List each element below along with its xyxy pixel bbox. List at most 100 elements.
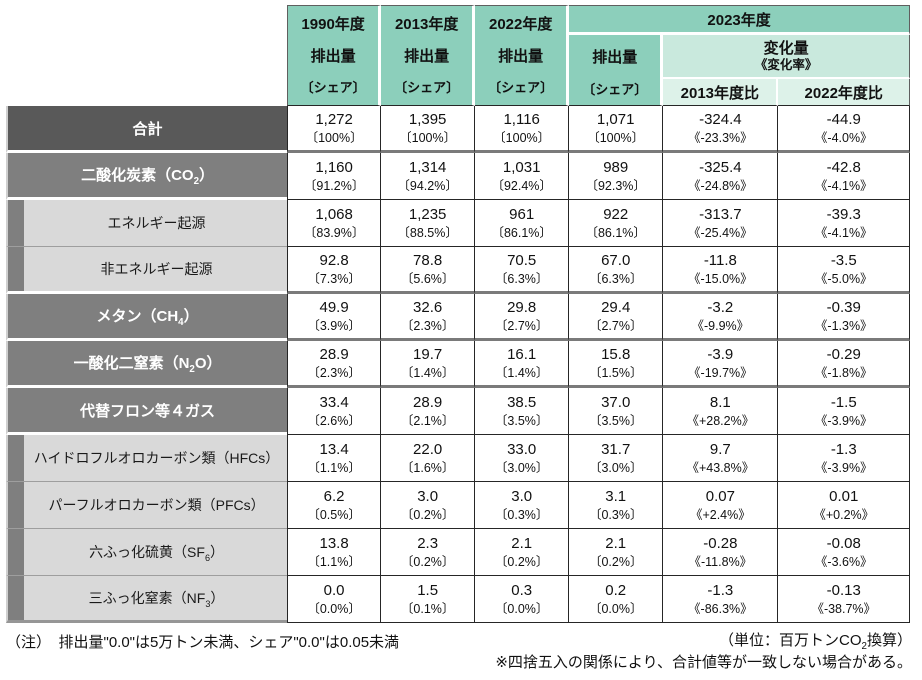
value-cell: -3.5 《-5.0%》 — [778, 247, 910, 294]
value-cell: 0.2 〔0.0%〕 — [569, 576, 664, 623]
value-cell: 961 〔86.1%〕 — [475, 200, 570, 247]
indent-strip — [8, 435, 24, 481]
table-row: 三ふっ化窒素（NF3） 0.0 〔0.0%〕 1.5 〔0.1%〕 0.3 〔0.0%〕 0.… — [6, 576, 910, 623]
share-value: 〔6.3%〕 — [588, 272, 643, 286]
value-cell: 37.0 〔3.5%〕 — [569, 388, 664, 435]
value-cell: -3.9 《-19.7%》 — [663, 341, 779, 388]
row-label: 一酸化二窒素（N2O） — [6, 341, 288, 388]
share-value: 〔0.2%〕 — [588, 555, 643, 569]
emission-value: 29.8 — [507, 299, 537, 316]
table-row: 合計 1,272 〔100%〕 1,395 〔100%〕 1,116 〔100%〕 1,071… — [6, 106, 910, 153]
row-label-text: ハイドロフルオロカーボン類（HFCs） — [33, 450, 280, 466]
value-cell: 989 〔92.3%〕 — [569, 153, 664, 200]
header-year-label: 1990年度 — [301, 15, 365, 33]
emission-value: 33.0 — [507, 441, 537, 458]
share-value: 〔92.3%〕 — [585, 179, 646, 193]
value-cell: -0.28 《-11.8%》 — [663, 529, 779, 576]
share-value: 《+2.4%》 — [689, 508, 751, 522]
value-cell: -44.9 《-4.0%》 — [778, 106, 910, 153]
share-value: 〔1.4%〕 — [400, 366, 455, 380]
row-label: 代替フロン等４ガス — [6, 388, 288, 435]
row-label-text: 代替フロン等４ガス — [80, 402, 216, 420]
share-value: 〔2.7%〕 — [494, 319, 549, 333]
share-value: 〔0.2%〕 — [400, 508, 455, 522]
emission-value: 28.9 — [413, 394, 443, 411]
share-value: 〔1.4%〕 — [494, 366, 549, 380]
value-cell: -0.29 《-1.8%》 — [778, 341, 910, 388]
header-metric-label: 排出量 — [498, 47, 544, 65]
emission-value: 3.1 — [605, 488, 627, 505]
share-value: 〔0.3%〕 — [494, 508, 549, 522]
value-cell: 33.0 〔3.0%〕 — [475, 435, 570, 482]
header-metric-label: 排出量 — [404, 47, 450, 65]
change-subtitle: 《変化率》 — [754, 57, 818, 72]
share-value: 《+0.2%》 — [813, 508, 875, 522]
emission-value: -39.3 — [826, 206, 861, 223]
value-cell: -325.4 《-24.8%》 — [663, 153, 779, 200]
emission-value: -44.9 — [826, 111, 861, 128]
share-value: 〔7.3%〕 — [307, 272, 361, 286]
share-value: 〔3.9%〕 — [307, 319, 361, 333]
share-value: 〔0.1%〕 — [400, 602, 455, 616]
indent-strip — [8, 247, 24, 291]
rounding-note: ※四捨五入の関係により、合計値等が一致しない場合がある。 — [495, 654, 912, 672]
emission-value: 961 — [509, 206, 535, 223]
share-value: 《+28.2%》 — [686, 414, 755, 428]
row-label: メタン（CH4） — [6, 294, 288, 341]
footnotes: （注） 排出量"0.0"は5万トン未満、シェア"0.0"は0.05未満 （単位：… — [6, 631, 912, 673]
share-value: 〔83.9%〕 — [303, 226, 365, 240]
header-2023: 2023年度 — [569, 5, 910, 35]
header-2022: 2022年度 排出量 〔シェア〕 — [475, 5, 570, 106]
value-cell: 16.1 〔1.4%〕 — [475, 341, 570, 388]
indent-strip — [8, 482, 24, 528]
value-cell: 28.9 〔2.3%〕 — [287, 341, 382, 388]
corner-cell — [6, 5, 288, 106]
emission-value: 2.1 — [511, 535, 533, 552]
value-cell: -1.3 《-3.9%》 — [778, 435, 910, 482]
share-value: 〔3.5%〕 — [494, 414, 549, 428]
value-cell: 49.9 〔3.9%〕 — [287, 294, 382, 341]
share-value: 〔1.1%〕 — [307, 461, 361, 475]
emission-value: 0.0 — [323, 582, 345, 599]
emission-value: 22.0 — [413, 441, 443, 458]
emission-value: 33.4 — [319, 394, 349, 411]
emission-value: 32.6 — [413, 299, 443, 316]
share-value: 〔3.5%〕 — [588, 414, 643, 428]
share-value: 〔86.1%〕 — [491, 226, 552, 240]
value-cell: 1,235 〔88.5%〕 — [381, 200, 476, 247]
value-cell: 3.0 〔0.2%〕 — [381, 482, 476, 529]
indent-strip — [8, 200, 24, 246]
value-cell: 1,068 〔83.9%〕 — [287, 200, 382, 247]
share-value: 〔92.4%〕 — [491, 179, 552, 193]
value-cell: -0.39 《-1.3%》 — [778, 294, 910, 341]
share-value: 〔2.3%〕 — [307, 366, 361, 380]
emission-value: -1.3 — [830, 441, 857, 458]
emission-value: -0.29 — [826, 346, 861, 363]
row-label: パーフルオロカーボン類（PFCs） — [6, 482, 288, 529]
value-cell: 922 〔86.1%〕 — [569, 200, 664, 247]
value-cell: 6.2 〔0.5%〕 — [287, 482, 382, 529]
emission-value: -325.4 — [699, 159, 742, 176]
share-value: 〔100%〕 — [305, 131, 363, 145]
share-value: 《+43.8%》 — [686, 461, 755, 475]
emission-value: 38.5 — [507, 394, 537, 411]
notes-right: （単位：百万トンCO2換算） ※四捨五入の関係により、合計値等が一致しない場合が… — [495, 631, 912, 673]
share-value: 《-86.3%》 — [688, 602, 753, 616]
header-year-label: 2013年度 — [394, 15, 459, 33]
value-cell: 9.7 《+43.8%》 — [663, 435, 779, 482]
value-cell: 2.1 〔0.2%〕 — [569, 529, 664, 576]
value-cell: 13.8 〔1.1%〕 — [287, 529, 382, 576]
emission-value: 1,116 — [503, 111, 540, 128]
change-title: 変化量 — [763, 39, 809, 57]
header-share-label: 〔シェア〕 — [300, 79, 366, 95]
emission-value: 2.1 — [605, 535, 627, 552]
value-cell: 19.7 〔1.4%〕 — [381, 341, 476, 388]
share-value: 〔0.0%〕 — [494, 602, 549, 616]
emission-value: 922 — [603, 206, 629, 223]
value-cell: -1.5 《-3.9%》 — [778, 388, 910, 435]
value-cell: 1,071 〔100%〕 — [569, 106, 664, 153]
share-value: 〔5.6%〕 — [400, 272, 455, 286]
emission-value: 1,272 — [315, 111, 353, 128]
ghg-emissions-table: 1990年度 排出量 〔シェア〕 2013年度 排出量 〔シェア〕 2022年度 — [6, 5, 910, 623]
emission-value: -42.8 — [826, 159, 861, 176]
